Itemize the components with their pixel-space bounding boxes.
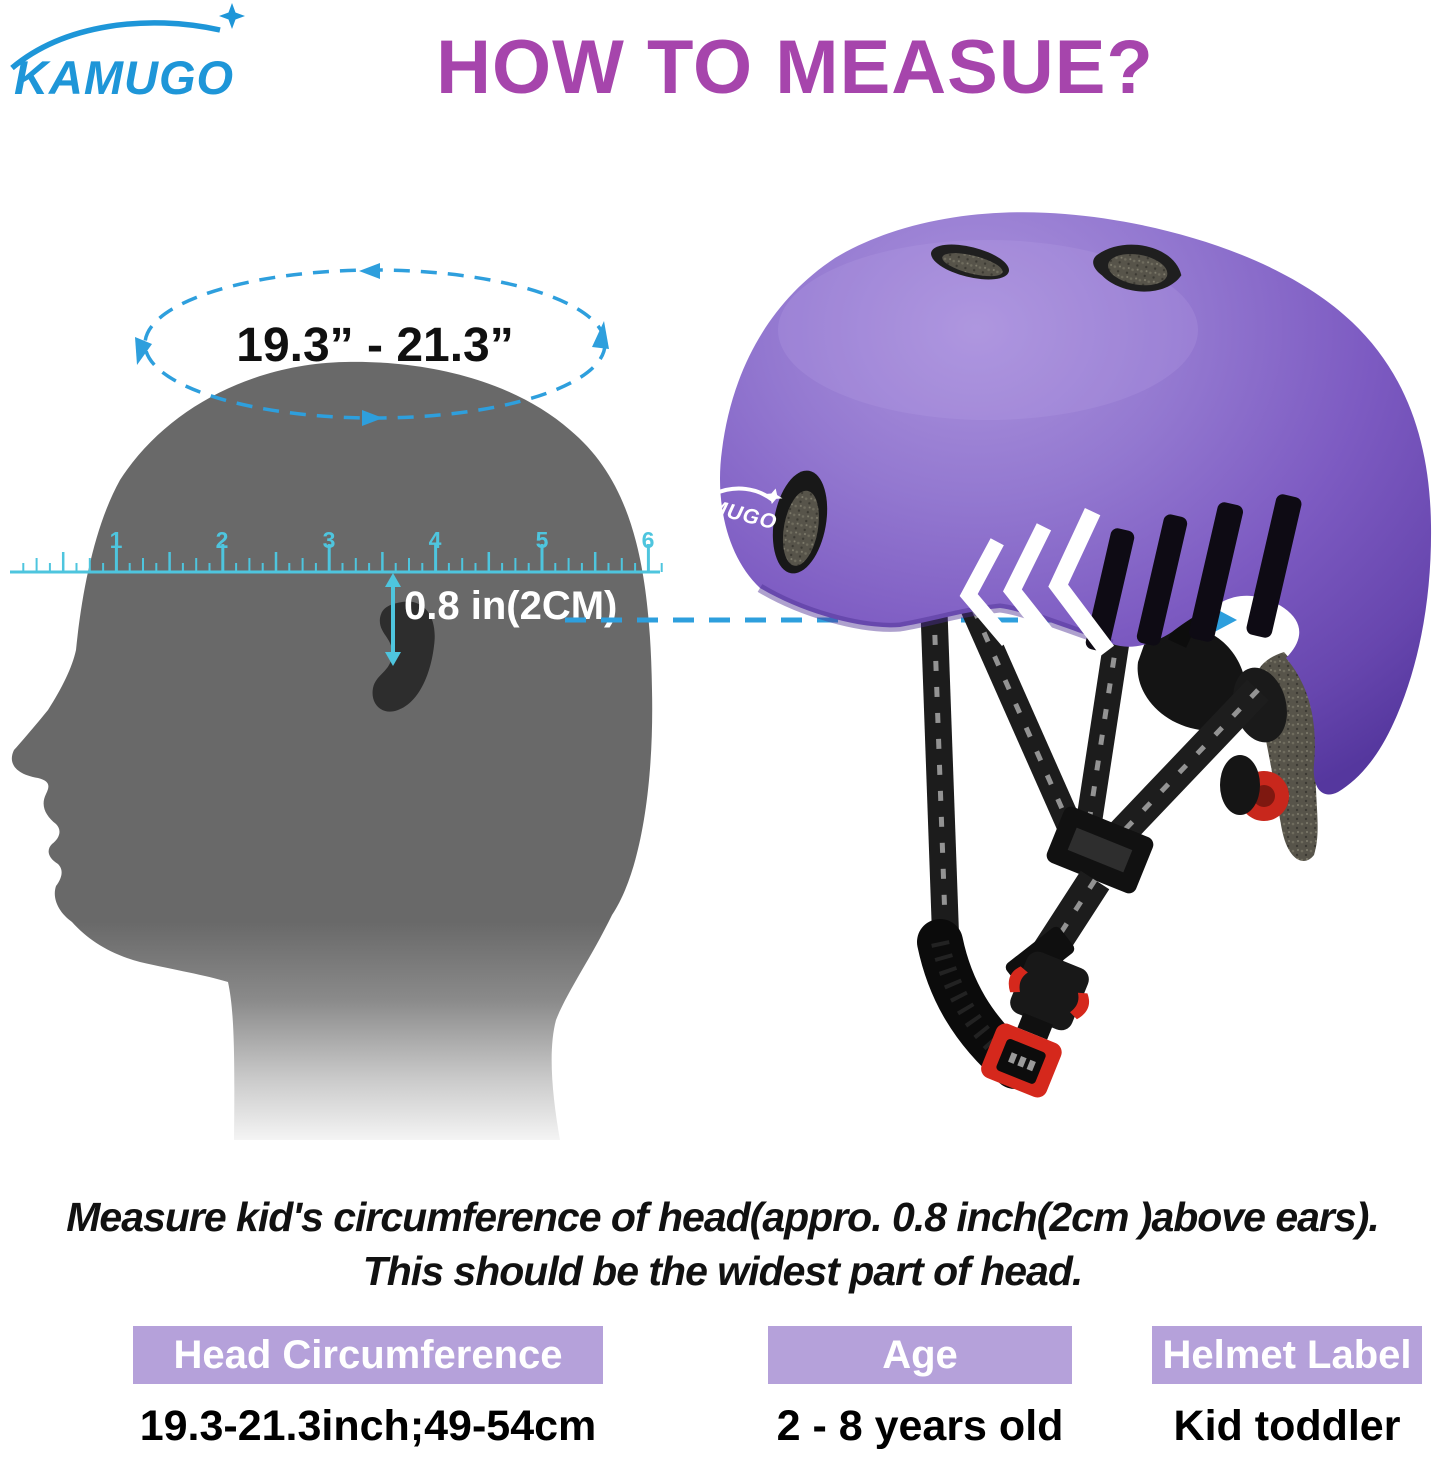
head-profile-shape — [11, 361, 653, 1141]
helmet-front-vent — [772, 470, 828, 574]
helmet-ear-pad — [1137, 624, 1246, 731]
circumference-ellipse: 19.3” - 21.3” — [135, 263, 609, 426]
ear-shape — [372, 601, 435, 712]
column-value-helmet-label: Kid toddler — [1173, 1402, 1401, 1450]
brand-swoosh-icon — [10, 20, 221, 71]
brand-swoosh-icon — [713, 486, 774, 502]
ruler-number: 2 — [216, 527, 229, 553]
helmet-slot-vents — [1085, 494, 1302, 652]
column-header-head-circumference: Head Circumference — [133, 1326, 603, 1384]
column-header-helmet-label: Helmet Label — [1152, 1326, 1422, 1384]
helmet-top-vent — [931, 244, 1009, 280]
rotation-arrow-icon — [362, 410, 383, 426]
rotation-arrow-icon — [135, 337, 152, 365]
helmet-dial — [1220, 755, 1289, 821]
helmet-illustration: MUGO — [707, 212, 1432, 1098]
description-line-1: Measure kid's circumference of head(appr… — [66, 1194, 1379, 1240]
helmet-shell — [719, 212, 1432, 795]
ruler-number: 5 — [536, 527, 549, 553]
helmet-chevron-logo — [959, 508, 1115, 656]
ruler-numbers: 1 2 3 4 5 6 — [110, 527, 655, 553]
column-header-age: Age — [768, 1326, 1072, 1384]
column-value-age: 2 - 8 years old — [776, 1402, 1064, 1450]
head-silhouette — [11, 361, 653, 1141]
ruler-number: 6 — [642, 527, 655, 553]
brand-logo: KAMUGO — [10, 3, 245, 104]
circumference-range-label: 19.3” - 21.3” — [236, 319, 514, 372]
helmet-dome-highlight — [778, 240, 1198, 420]
measure-ruler: 1 2 3 4 5 6 — [10, 527, 663, 574]
ruler-number: 4 — [429, 527, 442, 553]
column-value-head-circumference: 19.3-21.3inch;49-54cm — [139, 1402, 597, 1450]
page-title: HOW TO MEASUE? — [436, 25, 1154, 110]
sparkle-icon — [764, 488, 783, 504]
rotation-arrow-icon — [359, 263, 380, 279]
ruler-number: 3 — [323, 527, 336, 553]
ruler-number: 1 — [110, 527, 123, 553]
gap-arrow-icon — [385, 573, 401, 666]
description-line-2: This should be the widest part of head. — [362, 1248, 1084, 1294]
helmet-straps — [917, 579, 1269, 1098]
helmet-top-vent — [1093, 244, 1182, 292]
rotation-arrow-icon — [592, 321, 609, 349]
sparkle-icon — [219, 3, 245, 29]
helmet-strap-slider — [1046, 806, 1154, 894]
helmet-buckle — [981, 951, 1090, 1098]
description: Measure kid's circumference of head(appr… — [0, 1190, 1445, 1298]
brand-name: KAMUGO — [14, 51, 234, 104]
